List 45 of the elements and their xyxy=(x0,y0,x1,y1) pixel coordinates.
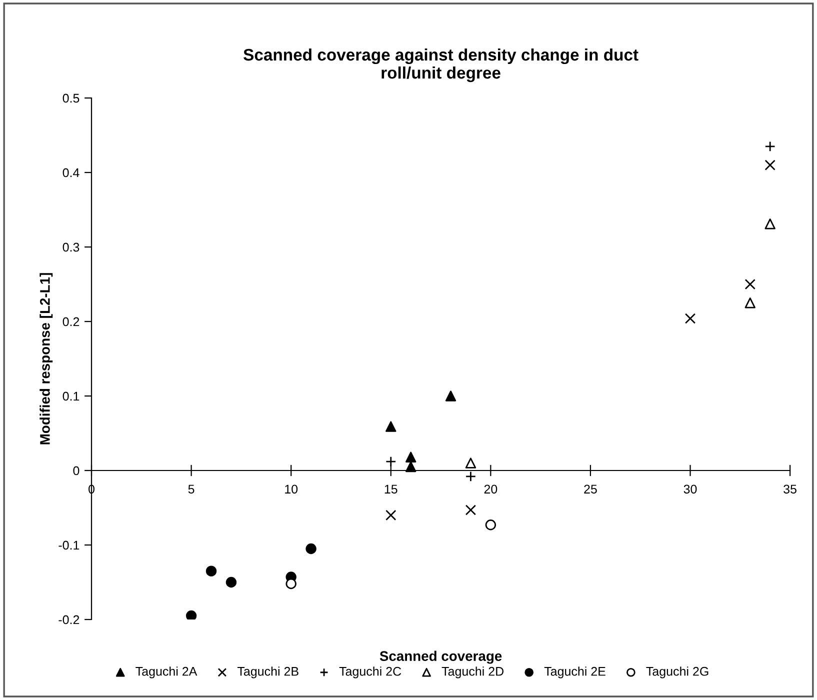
chart-title: Scanned coverage against density change in duct roll/unit degree xyxy=(244,48,638,82)
legend-label: Taguchi 2B xyxy=(237,666,298,678)
legend-label: Taguchi 2A xyxy=(136,666,198,678)
point xyxy=(764,141,776,152)
point xyxy=(465,458,476,468)
point xyxy=(405,461,416,472)
x-tick-label: 5 xyxy=(188,484,194,494)
y-tick-label: -0.1 xyxy=(58,540,80,550)
y-tick-label: 0.1 xyxy=(62,392,80,401)
point xyxy=(386,510,396,521)
point xyxy=(386,456,396,467)
point xyxy=(286,578,296,590)
legend-label: Taguchi 2G xyxy=(646,666,708,678)
x-tick-label: 35 xyxy=(784,484,796,494)
point xyxy=(206,566,217,576)
y-tick-label: -0.2 xyxy=(58,615,80,624)
point xyxy=(744,278,756,290)
legend-label: Taguchi 2C xyxy=(339,666,402,678)
point xyxy=(764,160,776,170)
x-tick-label: 25 xyxy=(584,484,597,494)
point xyxy=(306,543,316,554)
point xyxy=(405,452,416,462)
point xyxy=(485,520,496,530)
y-tick-label: 0.3 xyxy=(62,242,80,252)
y-tick-label: 0.4 xyxy=(62,168,80,178)
point xyxy=(744,298,756,308)
point xyxy=(684,313,696,324)
x-tick-label: 30 xyxy=(684,484,697,494)
x-tick-label: 10 xyxy=(285,484,298,494)
point xyxy=(445,390,456,402)
y-tick-label: 0.5 xyxy=(62,94,80,103)
point xyxy=(386,421,396,432)
point xyxy=(226,576,237,588)
y-tick-label: 0 xyxy=(73,466,80,476)
point xyxy=(186,610,197,620)
y-axis-title: Modified response [L2-L1] xyxy=(40,273,53,444)
x-tick-label: 15 xyxy=(384,484,398,494)
x-axis-title: Scanned coverage xyxy=(380,650,502,664)
legend-label: Taguchi 2D xyxy=(442,666,504,678)
legend-label: Taguchi 2E xyxy=(544,666,606,678)
x-tick-label: 20 xyxy=(484,484,498,494)
point xyxy=(764,218,776,230)
y-tick-label: 0.2 xyxy=(62,317,80,326)
point xyxy=(465,471,476,482)
point xyxy=(465,504,476,516)
